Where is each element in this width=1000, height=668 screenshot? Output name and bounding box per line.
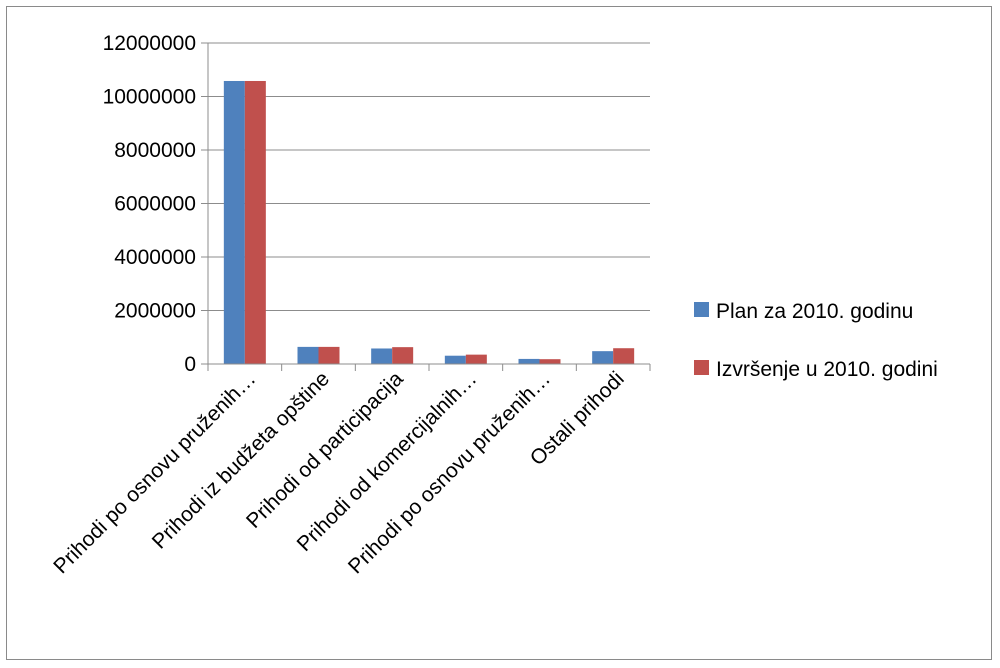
bar-izvrsenje-0: [244, 80, 266, 365]
x-axis-labels: Prihodi po osnovu pruženih…Prihodi iz bu…: [49, 367, 628, 578]
y-tick-label: 10000000: [103, 86, 196, 109]
bar-izvrsenje-2: [392, 347, 414, 364]
axes: [207, 43, 651, 371]
bar-plan-5: [592, 351, 614, 364]
y-tick-label: 0: [184, 353, 196, 376]
gridlines: [208, 42, 650, 311]
bar-plan-1: [297, 346, 319, 364]
y-tick-label: 4000000: [114, 246, 196, 269]
legend-label-plan: Plan za 2010. godinu: [716, 300, 913, 323]
bar-izvrsenje-3: [465, 354, 487, 364]
y-tick-label: 8000000: [114, 139, 196, 162]
chart-frame: [6, 6, 992, 660]
legend-label-izvrsenje: Izvršenje u 2010. godini: [716, 358, 938, 381]
bar-plan-0: [223, 80, 245, 365]
y-tick-label: 12000000: [103, 32, 196, 55]
y-axis-ticks: 0 2000000 4000000 6000000 8000000 10000000 120…: [103, 32, 208, 376]
legend-swatch-izvrsenje: [694, 360, 709, 375]
bars: [223, 80, 635, 365]
bar-izvrsenje-1: [318, 346, 340, 364]
legend: Plan za 2010. godinu Izvršenje u 2010. g…: [694, 300, 938, 381]
bar-plan-3: [444, 355, 466, 364]
bar-izvrsenje-5: [613, 348, 635, 364]
legend-swatch-plan: [694, 302, 709, 317]
bar-plan-2: [371, 348, 393, 364]
y-tick-label: 2000000: [114, 300, 196, 323]
y-tick-label: 6000000: [114, 193, 196, 216]
bar-plan-4: [518, 358, 540, 364]
bar-izvrsenje-4: [539, 359, 561, 364]
